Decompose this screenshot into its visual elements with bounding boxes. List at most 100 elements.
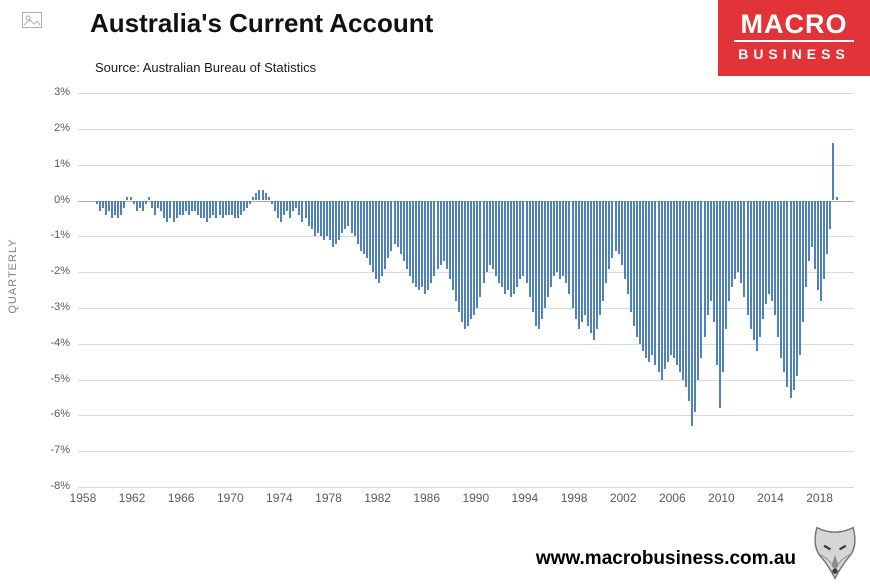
quarter-bar [292,200,295,212]
quarter-bar [657,200,660,373]
quarter-bar [703,200,706,337]
quarter-bar [411,200,414,283]
y-tick-label: -8% [50,480,70,492]
quarter-bar [270,200,273,205]
x-tick-label: 1994 [511,491,539,505]
quarter-bar [829,200,832,230]
quarter-bar [218,200,221,215]
quarter-bar [795,200,798,376]
quarter-bar [482,200,485,283]
quarter-bar [329,200,331,240]
quarter-bar [344,200,347,230]
quarter-bar [513,200,516,294]
quarter-bar [286,200,288,212]
quarter-bar [691,200,694,427]
x-tick-label: 2006 [658,491,686,505]
gridline [78,128,854,130]
quarter-bar [728,200,731,301]
quarter-bar [322,200,325,240]
quarter-bar [227,200,230,215]
quarter-bar [338,200,341,240]
quarter-bar [390,200,393,251]
quarter-bar [651,200,654,355]
quarter-bar [415,200,417,287]
quarter-bar [298,200,301,215]
quarter-bar [304,200,307,219]
gridline [78,164,854,166]
y-tick-label: -5% [50,372,70,385]
y-tick-label: 3% [54,86,70,98]
website-url: www.macrobusiness.com.au [535,548,796,569]
x-tick-label: 1970 [216,491,244,505]
quarter-bar [240,200,242,215]
y-tick-label: -4% [50,336,70,349]
quarter-bar [436,200,439,269]
quarter-bar [725,200,727,330]
quarter-bar [448,200,451,280]
quarter-bar [534,200,537,326]
quarter-bar [697,200,700,380]
quarter-bar [771,200,773,301]
quarter-bar [335,200,338,244]
quarter-bar [737,200,740,273]
gridline [78,451,854,453]
quarter-bar [353,200,356,237]
quarter-bar [648,200,651,362]
quarter-bar [832,143,835,201]
quarter-bar [820,200,823,301]
quarter-bar [350,200,353,233]
quarter-bar [454,200,457,301]
quarter-bar [525,200,528,283]
quarter-bar [768,200,770,294]
quarter-bar [672,200,675,359]
quarter-bar [623,200,626,280]
quarter-bar [620,200,623,265]
y-tick-label: 1% [54,157,70,170]
quarter-bar [396,200,399,248]
quarter-bar [510,200,513,298]
quarter-bar [316,200,319,233]
x-tick-label: 1990 [462,491,490,505]
quarter-bar [310,200,313,230]
quarter-bar [368,200,371,265]
quarter-bar [175,200,178,219]
x-tick-label: 1962 [118,491,146,505]
y-tick-label: -1% [50,229,70,242]
quarter-bar [384,200,387,269]
quarter-bar [553,200,556,276]
quarter-bar [752,200,755,341]
quarter-bar [565,200,568,283]
x-tick-label: 1958 [69,491,97,505]
quarter-bar [497,200,500,283]
quarter-bar [430,200,433,283]
quarter-bar [319,200,322,237]
quarter-bar [169,200,172,219]
quarter-bar [439,200,442,265]
quarter-bar [224,200,227,215]
quarter-bar [467,200,470,326]
quarter-bar [135,200,138,212]
quarter-bar [427,200,430,290]
quarter-bar [313,200,316,237]
quarter-bar [114,200,117,215]
quarter-bar [826,200,829,255]
quarter-bar [596,200,599,330]
quarter-bar [522,200,525,276]
quarter-bar [568,200,571,294]
quarter-bar [485,200,488,273]
quarter-bar [261,189,264,201]
quarter-bar [181,200,184,215]
quarter-bar [221,200,224,219]
quarter-bar [798,200,801,355]
quarter-bar [583,200,586,316]
quarter-bar [786,200,789,387]
quarter-bar [500,200,503,287]
quarter-bar [359,200,362,251]
quarter-bar [516,200,519,287]
y-tick-label: -3% [50,300,70,313]
quarter-bar [178,200,181,215]
quarter-bar [479,200,482,298]
x-tick-label: 2002 [609,491,637,505]
quarter-bar [295,200,298,208]
